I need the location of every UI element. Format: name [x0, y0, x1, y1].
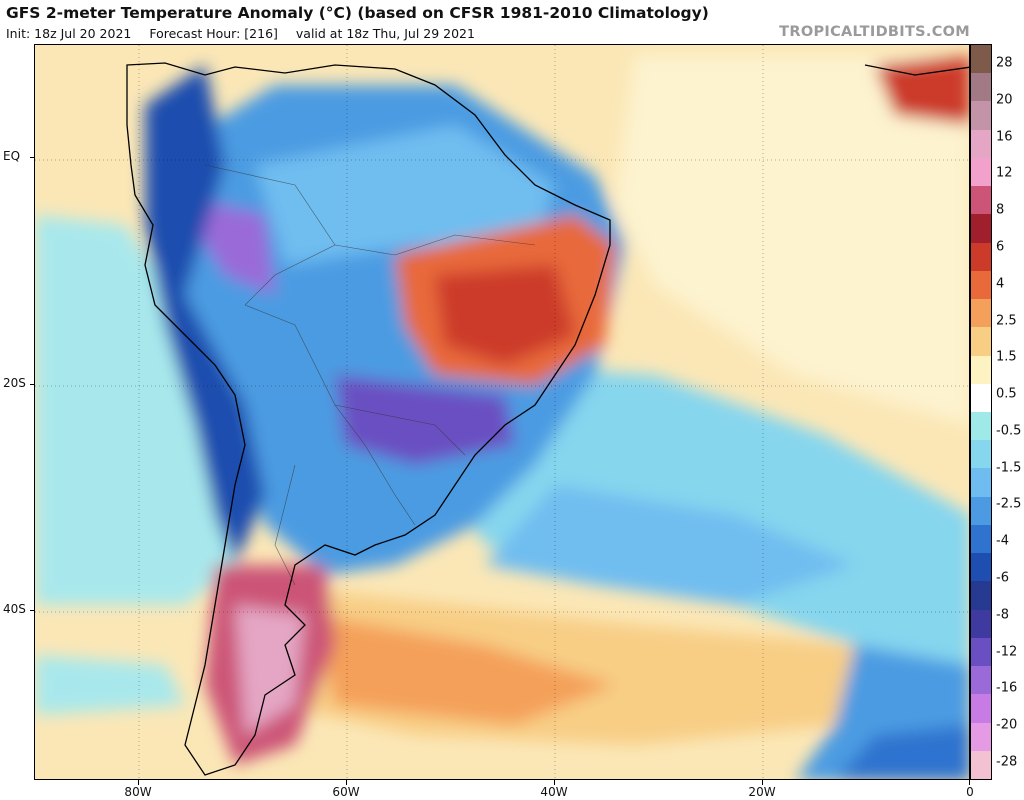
colorbar: [970, 44, 992, 780]
colorbar-label: 2.5: [996, 313, 1017, 329]
colorbar-segment: [971, 214, 991, 244]
colorbar-label: 12: [996, 165, 1013, 181]
colorbar-segment: [971, 242, 991, 272]
colorbar-segment: [971, 73, 991, 102]
init-time: Init: 18z Jul 20 2021: [6, 26, 132, 41]
latitude-tick: [30, 610, 35, 612]
colorbar-label: -4: [996, 533, 1009, 549]
map-title: GFS 2-meter Temperature Anomaly (°C) (ba…: [6, 4, 709, 22]
latitude-label: 40S: [3, 602, 26, 617]
latitude-tick: [30, 157, 35, 159]
brand-watermark: TROPICALTIDBITS.COM: [779, 24, 970, 40]
colorbar-segment: [971, 101, 991, 131]
longitude-tick: [346, 780, 347, 785]
longitude-label: 20W: [748, 785, 776, 799]
longitude-tick: [762, 780, 763, 785]
colorbar-label: 1.5: [996, 349, 1017, 365]
colorbar-segment: [971, 666, 991, 695]
valid-time: valid at 18z Thu, Jul 29 2021: [295, 26, 475, 41]
map-canvas: [35, 45, 969, 779]
longitude-label: 0: [966, 785, 974, 799]
colorbar-label: -28: [996, 754, 1018, 770]
colorbar-segment: [971, 581, 991, 611]
colorbar-label: -20: [996, 717, 1018, 733]
colorbar-label: 28: [996, 55, 1013, 71]
colorbar-segment: [971, 129, 991, 159]
anomaly-field: [35, 55, 969, 779]
colorbar-segment: [971, 553, 991, 582]
colorbar-segment: [971, 468, 991, 498]
colorbar-segment: [971, 45, 991, 74]
colorbar-segment: [971, 609, 991, 639]
colorbar-segment: [971, 383, 991, 413]
coastlines: [126, 62, 969, 776]
colorbar-label: -6: [996, 570, 1009, 586]
longitude-tick: [138, 780, 139, 785]
latitude-tick: [30, 383, 35, 385]
longitude-label: 40W: [540, 785, 568, 799]
longitude-tick: [554, 780, 555, 785]
colorbar-label: -12: [996, 644, 1018, 660]
colorbar-segment: [971, 750, 991, 780]
colorbar-label: 8: [996, 202, 1005, 218]
colorbar-segment: [971, 524, 991, 554]
colorbar-label: 6: [996, 239, 1005, 255]
anomaly-map: [34, 44, 970, 780]
colorbar-label: -16: [996, 680, 1018, 696]
colorbar-label: 4: [996, 276, 1005, 292]
colorbar-label: -8: [996, 607, 1009, 623]
map-subtitle: Init: 18z Jul 20 2021 Forecast Hour: [21…: [6, 26, 489, 41]
graticule: [35, 45, 969, 779]
colorbar-segment: [971, 694, 991, 724]
colorbar-segment: [971, 327, 991, 357]
latitude-label: 20S: [3, 375, 26, 390]
colorbar-label: -0.5: [996, 423, 1022, 439]
colorbar-segment: [971, 722, 991, 752]
longitude-label: 80W: [124, 785, 152, 799]
colorbar-label: 0.5: [996, 386, 1017, 402]
longitude-label: 60W: [332, 785, 360, 799]
colorbar-segment: [971, 496, 991, 526]
colorbar-segment: [971, 299, 991, 328]
colorbar-label: -2.5: [996, 496, 1022, 512]
colorbar-label: -1.5: [996, 460, 1022, 476]
colorbar-segment: [971, 186, 991, 215]
colorbar-segment: [971, 440, 991, 469]
colorbar-segment: [971, 355, 991, 385]
colorbar-label: 16: [996, 129, 1013, 145]
longitude-tick: [969, 780, 970, 785]
colorbar-segment: [971, 157, 991, 187]
colorbar-segment: [971, 637, 991, 667]
borders: [204, 164, 536, 586]
colorbar-segment: [971, 412, 991, 441]
latitude-label: EQ: [3, 149, 21, 164]
colorbar-segment: [971, 270, 991, 300]
colorbar-label: 20: [996, 92, 1013, 108]
forecast-hour: Forecast Hour: [216]: [149, 26, 278, 41]
